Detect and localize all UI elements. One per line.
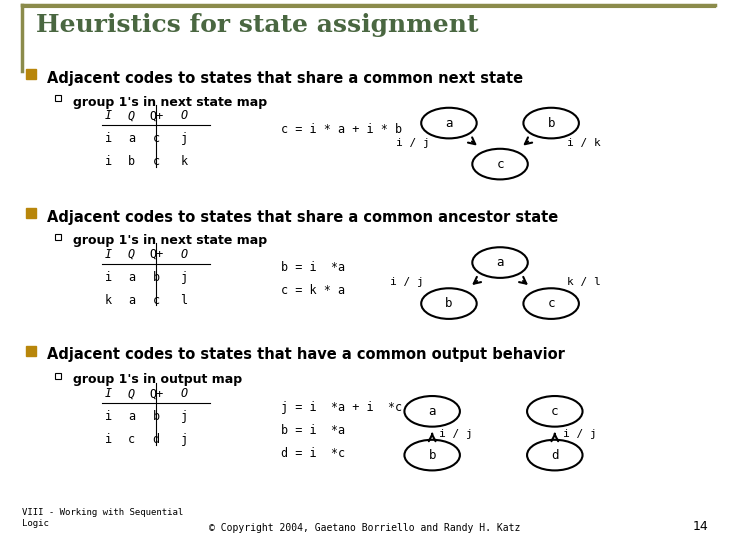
Text: c: c bbox=[153, 132, 160, 146]
Text: a: a bbox=[128, 294, 135, 307]
Text: d: d bbox=[153, 433, 160, 446]
Text: I: I bbox=[104, 387, 112, 400]
Text: © Copyright 2004, Gaetano Borriello and Randy H. Katz: © Copyright 2004, Gaetano Borriello and … bbox=[210, 523, 520, 533]
Text: O: O bbox=[180, 109, 188, 123]
Text: Q: Q bbox=[128, 109, 135, 123]
Text: b: b bbox=[429, 449, 436, 462]
Text: j = i  *a + i  *c: j = i *a + i *c bbox=[281, 401, 402, 414]
Text: O: O bbox=[180, 387, 188, 400]
Text: i: i bbox=[104, 155, 112, 168]
Text: Heuristics for state assignment: Heuristics for state assignment bbox=[36, 13, 479, 37]
Text: 14: 14 bbox=[692, 520, 708, 533]
Text: b: b bbox=[153, 271, 160, 284]
Text: i: i bbox=[104, 410, 112, 423]
Text: i / j: i / j bbox=[564, 429, 597, 439]
Text: c: c bbox=[551, 405, 558, 418]
Text: i: i bbox=[104, 271, 112, 284]
Text: i: i bbox=[104, 433, 112, 446]
Text: c: c bbox=[153, 294, 160, 307]
Text: i: i bbox=[104, 132, 112, 146]
Text: c = i * a + i * b: c = i * a + i * b bbox=[281, 123, 402, 136]
Text: a: a bbox=[496, 256, 504, 269]
Text: c: c bbox=[496, 158, 504, 171]
Text: d = i  *c: d = i *c bbox=[281, 447, 345, 460]
Text: j: j bbox=[180, 410, 188, 423]
Text: i / j: i / j bbox=[391, 277, 424, 287]
Text: j: j bbox=[180, 271, 188, 284]
Text: Adjacent codes to states that share a common next state: Adjacent codes to states that share a co… bbox=[47, 71, 523, 86]
Text: b: b bbox=[153, 410, 160, 423]
Text: c: c bbox=[548, 297, 555, 310]
Text: Q: Q bbox=[128, 248, 135, 261]
Text: group 1's in next state map: group 1's in next state map bbox=[73, 234, 267, 247]
Text: c: c bbox=[153, 155, 160, 168]
Text: b: b bbox=[445, 297, 453, 310]
Text: I: I bbox=[104, 248, 112, 261]
Text: b: b bbox=[128, 155, 135, 168]
Text: k: k bbox=[180, 155, 188, 168]
Text: c: c bbox=[128, 433, 135, 446]
Text: i / k: i / k bbox=[567, 138, 601, 148]
Text: Q+: Q+ bbox=[149, 248, 164, 261]
Text: b: b bbox=[548, 117, 555, 130]
Text: j: j bbox=[180, 433, 188, 446]
Text: d: d bbox=[551, 449, 558, 462]
Text: a: a bbox=[128, 132, 135, 146]
Text: i / j: i / j bbox=[396, 138, 429, 148]
Text: c = k * a: c = k * a bbox=[281, 284, 345, 298]
Text: Adjacent codes to states that share a common ancestor state: Adjacent codes to states that share a co… bbox=[47, 210, 558, 224]
Text: b = i  *a: b = i *a bbox=[281, 424, 345, 437]
Text: i / j: i / j bbox=[439, 429, 473, 439]
Text: a: a bbox=[429, 405, 436, 418]
Text: Q: Q bbox=[128, 387, 135, 400]
Text: k / l: k / l bbox=[567, 277, 601, 287]
Text: b = i  *a: b = i *a bbox=[281, 261, 345, 275]
Text: group 1's in next state map: group 1's in next state map bbox=[73, 96, 267, 109]
Text: I: I bbox=[104, 109, 112, 123]
Text: Q+: Q+ bbox=[149, 387, 164, 400]
Text: j: j bbox=[180, 132, 188, 146]
Text: Adjacent codes to states that have a common output behavior: Adjacent codes to states that have a com… bbox=[47, 347, 565, 362]
Text: a: a bbox=[128, 410, 135, 423]
Text: O: O bbox=[180, 248, 188, 261]
Text: a: a bbox=[128, 271, 135, 284]
Text: k: k bbox=[104, 294, 112, 307]
Text: a: a bbox=[445, 117, 453, 130]
Text: Q+: Q+ bbox=[149, 109, 164, 123]
Text: group 1's in output map: group 1's in output map bbox=[73, 373, 242, 386]
Text: VIII - Working with Sequential
Logic: VIII - Working with Sequential Logic bbox=[22, 509, 183, 528]
Text: l: l bbox=[180, 294, 188, 307]
